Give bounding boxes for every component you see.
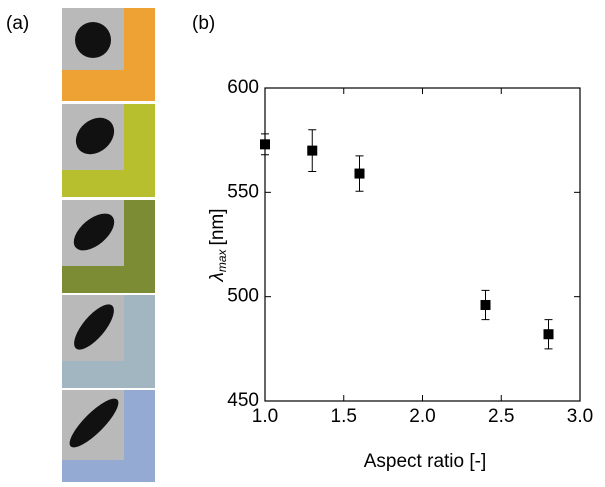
x-axis-label: Aspect ratio [-] (364, 451, 487, 472)
marker (354, 168, 365, 179)
x-tick-label: 3.0 (567, 406, 593, 427)
panel-label: (a) (6, 13, 29, 34)
y-tick-label: 600 (227, 77, 259, 98)
marker (260, 139, 270, 150)
particle-tile (62, 8, 155, 101)
y-label-subscript: max (215, 248, 229, 272)
x-tick-label: 2.0 (409, 406, 435, 427)
image-strip (62, 8, 155, 482)
particle-tile (62, 390, 155, 482)
particle-tile (62, 295, 155, 388)
x-tick-label: 1.5 (331, 406, 357, 427)
marker (543, 329, 554, 340)
panel-label: (b) (192, 13, 215, 34)
y-tick-label: 450 (227, 390, 259, 411)
x-tick-label: 2.5 (488, 406, 514, 427)
y-label-unit: [nm] (207, 209, 228, 246)
marker (307, 145, 318, 156)
particle-tile (62, 104, 155, 197)
x-tick-label: 1.0 (252, 406, 278, 427)
marker (480, 300, 491, 311)
particle-tile (62, 200, 155, 293)
y-tick-label: 500 (227, 286, 259, 307)
y-axis-label: λmax [nm] (207, 209, 229, 283)
y-tick-label: 550 (227, 181, 259, 202)
y-label-symbol: λ (207, 272, 228, 282)
